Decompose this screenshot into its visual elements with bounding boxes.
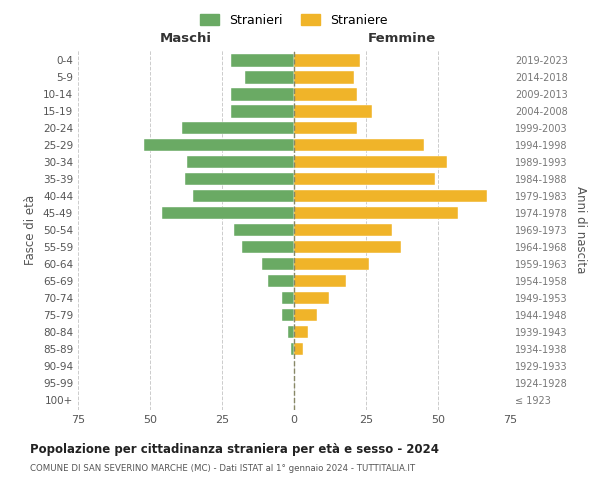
Bar [294, 292, 329, 304]
Bar [185, 172, 294, 186]
Bar [288, 326, 294, 338]
Y-axis label: Anni di nascita: Anni di nascita [574, 186, 587, 274]
Bar [187, 156, 294, 168]
Bar [182, 122, 294, 134]
Bar [230, 88, 294, 101]
Text: Popolazione per cittadinanza straniera per età e sesso - 2024: Popolazione per cittadinanza straniera p… [30, 442, 439, 456]
Bar [161, 206, 294, 220]
Bar [294, 138, 424, 151]
Legend: Stranieri, Straniere: Stranieri, Straniere [196, 8, 392, 32]
Bar [230, 105, 294, 118]
Bar [294, 156, 446, 168]
Y-axis label: Fasce di età: Fasce di età [25, 195, 37, 265]
Bar [268, 274, 294, 287]
Bar [294, 172, 435, 186]
Bar [193, 190, 294, 202]
Bar [144, 138, 294, 151]
Bar [294, 105, 372, 118]
Text: Maschi: Maschi [160, 32, 212, 45]
Bar [294, 206, 458, 220]
Bar [294, 308, 317, 322]
Text: Femmine: Femmine [368, 32, 436, 45]
Bar [245, 71, 294, 84]
Bar [230, 54, 294, 66]
Bar [233, 224, 294, 236]
Bar [242, 240, 294, 254]
Bar [294, 71, 355, 84]
Text: COMUNE DI SAN SEVERINO MARCHE (MC) - Dati ISTAT al 1° gennaio 2024 - TUTTITALIA.: COMUNE DI SAN SEVERINO MARCHE (MC) - Dat… [30, 464, 415, 473]
Bar [294, 240, 401, 254]
Bar [294, 88, 358, 101]
Bar [283, 308, 294, 322]
Bar [294, 258, 369, 270]
Bar [294, 326, 308, 338]
Bar [294, 54, 360, 66]
Bar [294, 274, 346, 287]
Bar [294, 224, 392, 236]
Bar [283, 292, 294, 304]
Bar [294, 342, 302, 355]
Bar [262, 258, 294, 270]
Bar [291, 342, 294, 355]
Bar [294, 122, 358, 134]
Bar [294, 190, 487, 202]
